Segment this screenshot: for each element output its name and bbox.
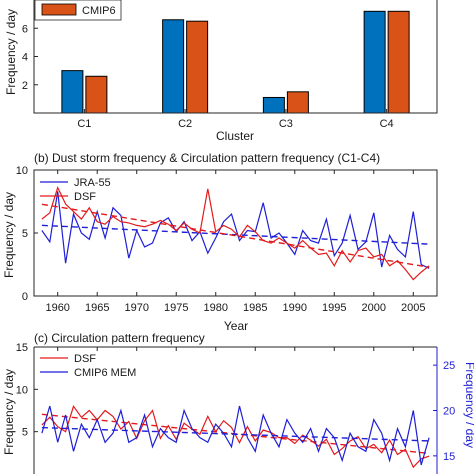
panel-b-x-tick-label: 1975 <box>164 302 188 314</box>
panel-a-x-tick-label: C1 <box>77 118 91 130</box>
panel-b-x-tick-label: 2005 <box>401 302 425 314</box>
panel-b-x-tick-label: 1960 <box>45 302 69 314</box>
legend-dsf-label: DSF <box>74 191 96 203</box>
trend-line-cmip6-mem <box>41 426 430 442</box>
panel-c-line-chart: (c) Circulation pattern frequency Freque… <box>2 331 474 474</box>
panel-b-x-tick-label: 1990 <box>283 302 307 314</box>
panel-c-y-axis-label: Frequency / day <box>2 369 16 455</box>
panel-b-x-tick-label: 1995 <box>322 302 346 314</box>
legend-jra-55-label: JRA-55 <box>74 177 111 189</box>
series-line-jra-55 <box>41 191 430 269</box>
panel-b-x-tick-label: 1985 <box>243 302 267 314</box>
panel-c-right-y-axis-label: Frequency / day <box>463 362 474 448</box>
series-line-cmip6-mem <box>41 405 430 466</box>
bar-cmip6-c2 <box>186 20 209 114</box>
panel-c-title: (c) Circulation pattern frequency <box>34 331 205 345</box>
panel-a-y-tick-label: 6 <box>22 23 28 35</box>
legend-cmip6-label: CMIP6 <box>82 5 116 17</box>
panel-a-x-tick-label: C3 <box>279 118 293 130</box>
panel-b-y-tick-label: 0 <box>22 291 28 303</box>
legend-dsf-label: DSF <box>74 353 96 365</box>
panel-b-y-axis-label: Frequency / day <box>2 192 16 278</box>
panel-a-y-axis-label: Frequency / day <box>4 9 18 95</box>
panel-a-y-tick-label: 4 <box>22 52 28 64</box>
bar-series-1-c4 <box>363 10 386 114</box>
panel-b-y-tick-label: 5 <box>22 228 28 240</box>
series-line-dsf <box>41 404 430 469</box>
panel-c-right-y-tick-label: 15 <box>443 451 455 463</box>
legend-cmip6-mem-label: CMIP6 MEM <box>74 367 136 379</box>
panel-b-x-axis-label: Year <box>224 319 248 333</box>
bar-cmip6-c4 <box>387 10 410 114</box>
panel-c-y-tick-label: 10 <box>16 384 28 396</box>
panel-a-x-tick-label: C4 <box>380 118 394 130</box>
bar-series-1-c1 <box>61 70 84 114</box>
panel-b-title: (b) Dust storm frequency & Circulation p… <box>34 151 380 165</box>
bar-cmip6-c1 <box>85 75 108 114</box>
panel-b-x-tick-label: 1980 <box>204 302 228 314</box>
series-line-dsf <box>41 185 430 281</box>
panel-b-x-tick-label: 2000 <box>362 302 386 314</box>
legend-cmip6-swatch <box>41 3 77 16</box>
panel-c-y-tick-label: 5 <box>22 427 28 439</box>
panel-b-x-tick-label: 1970 <box>124 302 148 314</box>
panel-b-x-tick-label: 1965 <box>85 302 109 314</box>
bar-series-1-c3 <box>262 96 285 114</box>
panel-a-x-tick-label: C2 <box>178 118 192 130</box>
panel-c-right-y-tick-label: 20 <box>443 406 455 418</box>
panel-c-right-y-tick-label: 25 <box>443 360 455 372</box>
bar-series-1-c2 <box>162 19 185 114</box>
panel-a-y-tick-label: 2 <box>22 80 28 92</box>
panel-b-line-chart: (b) Dust storm frequency & Circulation p… <box>2 151 438 333</box>
panel-b-y-tick-label: 10 <box>16 165 28 177</box>
panel-a-bar-chart: Cluster Frequency / day C1 C2 C3 C4 2 4 6 CMIP6 <box>4 0 438 143</box>
trend-line-dsf <box>41 203 430 268</box>
bar-cmip6-c3 <box>286 91 309 114</box>
trend-line-jra-55 <box>41 224 430 245</box>
panel-c-y-tick-label: 15 <box>16 342 28 354</box>
panel-a-x-axis-label: Cluster <box>216 129 254 143</box>
